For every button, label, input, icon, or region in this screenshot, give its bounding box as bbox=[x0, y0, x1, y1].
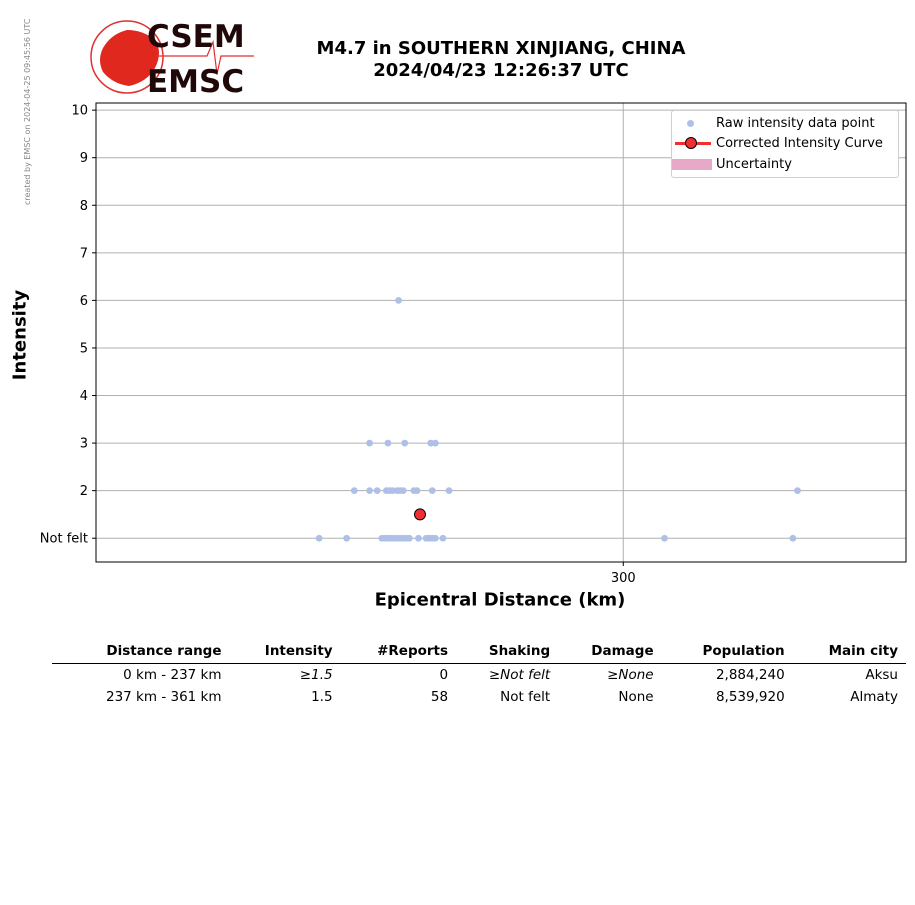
table-row: 237 km - 361 km 1.5 58 Not felt None 8,5… bbox=[52, 686, 906, 708]
intensity-plot: Not felt 2 3 4 5 6 7 8 9 10 300 bbox=[40, 102, 907, 586]
y-tick-label: 9 bbox=[80, 151, 88, 166]
raw-intensity-point bbox=[439, 534, 447, 542]
legend-uncertainty: Uncertainty bbox=[672, 154, 792, 174]
col-population: Population bbox=[661, 640, 793, 664]
cell-shaking: Not felt bbox=[500, 689, 551, 705]
cell-range: 237 km - 361 km bbox=[106, 689, 222, 705]
chart-title: M4.7 in SOUTHERN XINJIANG, CHINA 2024/04… bbox=[290, 38, 712, 82]
y-tick-label: Not felt bbox=[40, 532, 88, 547]
legend: Raw intensity data point Corrected Inten… bbox=[671, 110, 899, 178]
y-tick-label: 5 bbox=[80, 341, 88, 356]
legend-curve-marker bbox=[685, 137, 697, 149]
x-axis-ticks: 300 bbox=[611, 562, 636, 586]
y-axis-label: Intensity bbox=[9, 289, 31, 381]
cell-population: 2,884,240 bbox=[715, 667, 785, 683]
y-tick-label: 10 bbox=[71, 104, 88, 119]
legend-uncertainty-label: Uncertainty bbox=[716, 156, 792, 172]
y-tick-label: 4 bbox=[80, 389, 88, 404]
col-main-city: Main city bbox=[792, 640, 906, 664]
col-shaking: Shaking bbox=[456, 640, 559, 664]
legend-raw-label: Raw intensity data point bbox=[716, 115, 875, 131]
cell-intensity: 1.5 bbox=[311, 689, 333, 705]
raw-intensity-point bbox=[399, 487, 407, 495]
raw-intensity-point bbox=[315, 534, 323, 542]
y-tick-label: 2 bbox=[80, 484, 88, 499]
cell-reports: 0 bbox=[439, 667, 449, 683]
raw-intensity-point bbox=[431, 534, 439, 542]
raw-intensity-point bbox=[395, 296, 403, 304]
x-axis-label: Epicentral Distance (km) bbox=[374, 589, 626, 611]
raw-intensity-point bbox=[794, 487, 801, 495]
cell-reports: 58 bbox=[430, 689, 449, 705]
cell-damage: ≥None bbox=[607, 667, 654, 683]
raw-intensity-point bbox=[384, 439, 392, 447]
grid-lines bbox=[96, 103, 906, 562]
cell-shaking: ≥Not felt bbox=[488, 667, 551, 683]
cell-city: Aksu bbox=[865, 667, 898, 683]
cell-city: Almaty bbox=[850, 689, 898, 705]
raw-intensity-point bbox=[413, 487, 421, 495]
cell-range: 0 km - 237 km bbox=[123, 667, 222, 683]
col-intensity: Intensity bbox=[229, 640, 341, 664]
y-tick-label: 3 bbox=[80, 437, 88, 452]
table-header-row: Distance range Intensity #Reports Shakin… bbox=[52, 640, 906, 664]
title-event: M4.7 in SOUTHERN XINJIANG, CHINA bbox=[316, 38, 686, 59]
legend-uncertainty-swatch bbox=[672, 159, 712, 170]
raw-intensity-point bbox=[405, 534, 413, 542]
data-points bbox=[315, 296, 801, 542]
raw-intensity-point bbox=[661, 534, 668, 542]
logo-text-bottom: EMSC bbox=[147, 64, 244, 98]
raw-intensity-point bbox=[415, 534, 422, 542]
logo-text-top: CSEM bbox=[147, 19, 245, 55]
legend-curve: Corrected Intensity Curve bbox=[672, 133, 883, 153]
raw-intensity-point bbox=[789, 534, 797, 542]
title-datetime: 2024/04/23 12:26:37 UTC bbox=[373, 60, 629, 81]
csem-emsc-logo: CSEM EMSC bbox=[90, 19, 254, 98]
corrected-intensity-point bbox=[414, 508, 426, 521]
raw-intensity-point bbox=[445, 487, 453, 495]
raw-intensity-point bbox=[343, 534, 351, 542]
y-axis-ticks: Not felt 2 3 4 5 6 7 8 9 10 bbox=[40, 104, 96, 547]
legend-raw-marker bbox=[687, 120, 694, 127]
cell-population: 8,539,920 bbox=[715, 689, 785, 705]
cell-intensity: ≥1.5 bbox=[299, 667, 333, 683]
x-tick-label: 300 bbox=[611, 571, 636, 586]
raw-intensity-point bbox=[431, 439, 439, 447]
raw-intensity-point bbox=[366, 439, 373, 447]
col-damage: Damage bbox=[558, 640, 662, 664]
intensity-summary-table: Distance range Intensity #Reports Shakin… bbox=[52, 640, 906, 708]
table-row: 0 km - 237 km ≥1.5 0 ≥Not felt ≥None 2,8… bbox=[52, 664, 906, 687]
raw-intensity-point bbox=[373, 487, 381, 495]
cell-damage: None bbox=[618, 689, 654, 705]
raw-intensity-point bbox=[366, 487, 373, 495]
legend-curve-label: Corrected Intensity Curve bbox=[716, 135, 883, 151]
raw-intensity-point bbox=[428, 487, 436, 495]
legend-raw: Raw intensity data point bbox=[672, 113, 875, 133]
col-reports: #Reports bbox=[340, 640, 457, 664]
plot-frame bbox=[95, 102, 907, 563]
col-distance-range: Distance range bbox=[52, 640, 230, 664]
raw-intensity-point bbox=[401, 439, 409, 447]
y-tick-label: 7 bbox=[80, 246, 88, 261]
y-tick-label: 6 bbox=[80, 294, 88, 309]
y-tick-label: 8 bbox=[80, 199, 88, 214]
raw-intensity-point bbox=[350, 487, 358, 495]
